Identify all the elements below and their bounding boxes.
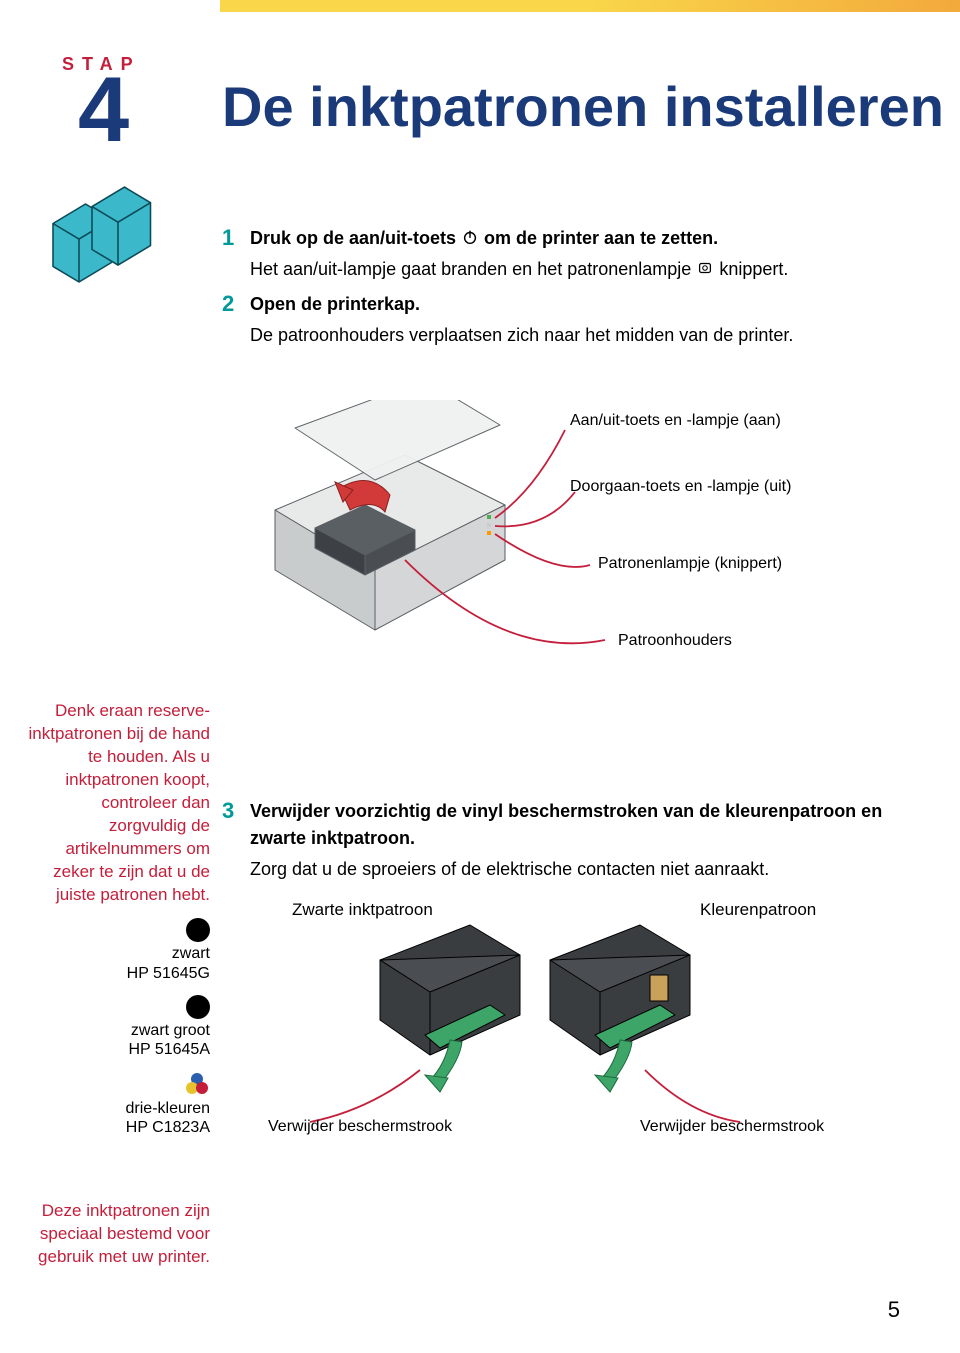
instruction-text: Zorg dat u de sproeiers of de elektrisch… — [250, 856, 900, 883]
instructions-list: 1 Druk op de aan/uit-toets om de printer… — [222, 225, 900, 355]
instruction-3: 3 Verwijder voorzichtig de vinyl bescher… — [222, 798, 900, 889]
instruction-text: om de printer aan te zetten. — [484, 228, 718, 248]
header-gradient-bar — [220, 0, 960, 12]
instruction-text: Open de printerkap. — [250, 294, 420, 314]
black-dot-icon — [186, 995, 210, 1019]
remove-tape-right-label: Verwijder beschermstrook — [640, 1118, 824, 1136]
instruction-number: 1 — [222, 225, 250, 283]
callout-cartridge-lamp: Patronenlampje (knippert) — [598, 555, 782, 573]
sidebar-tip: Denk eraan reserve-inktpatronen bij de h… — [20, 700, 210, 1138]
page-number: 5 — [888, 1297, 900, 1323]
part-code: HP 51645G — [20, 964, 210, 983]
remove-tape-left-label: Verwijder beschermstrook — [268, 1118, 452, 1136]
instruction-body: Open de printerkap. De patroonhouders ve… — [250, 291, 900, 349]
cartridge-hero-icon — [40, 178, 170, 308]
color-cartridge-label: Kleurenpatroon — [700, 900, 816, 920]
power-icon — [461, 228, 479, 246]
instruction-number: 3 — [222, 798, 250, 883]
black-cartridge-label: Zwarte inktpatroon — [292, 900, 433, 920]
footer-note: Deze inktpatronen zijn speciaal bestemd … — [20, 1200, 210, 1269]
instruction-text: Het aan/uit-lampje gaat branden en het p… — [250, 259, 696, 279]
instruction-text: Druk op de aan/uit-toets — [250, 228, 461, 248]
instruction-1: 1 Druk op de aan/uit-toets om de printer… — [222, 225, 900, 283]
part-name: zwart groot — [20, 1021, 210, 1040]
callout-holders: Patroonhouders — [618, 632, 732, 650]
page-title: De inktpatronen installeren — [222, 78, 944, 137]
instruction-text: Verwijder voorzichtig de vinyl bescherms… — [250, 801, 882, 848]
callout-continue: Doorgaan-toets en -lampje (uit) — [570, 478, 791, 496]
cartridge-lamp-icon — [696, 259, 714, 277]
part-name: zwart — [20, 944, 210, 963]
instruction-body: Druk op de aan/uit-toets om de printer a… — [250, 225, 900, 283]
instruction-text: De patroonhouders verplaatsen zich naar … — [250, 322, 900, 349]
step-number: 4 — [78, 64, 129, 156]
remove-callout-lines — [250, 1060, 850, 1150]
part-name: drie-kleuren — [20, 1099, 210, 1118]
tricolor-dot-icon — [184, 1071, 210, 1097]
printer-diagram — [255, 400, 515, 680]
black-dot-icon — [186, 918, 210, 942]
instruction-number: 2 — [222, 291, 250, 349]
callout-power: Aan/uit-toets en -lampje (aan) — [570, 412, 781, 430]
instruction-2: 2 Open de printerkap. De patroonhouders … — [222, 291, 900, 349]
instruction-body: Verwijder voorzichtig de vinyl bescherms… — [250, 798, 900, 883]
part-code: HP 51645A — [20, 1040, 210, 1059]
part-code: HP C1823A — [20, 1118, 210, 1137]
instruction-text: knippert. — [719, 259, 788, 279]
sidebar-tip-text: Denk eraan reserve-inktpatronen bij de h… — [20, 700, 210, 906]
